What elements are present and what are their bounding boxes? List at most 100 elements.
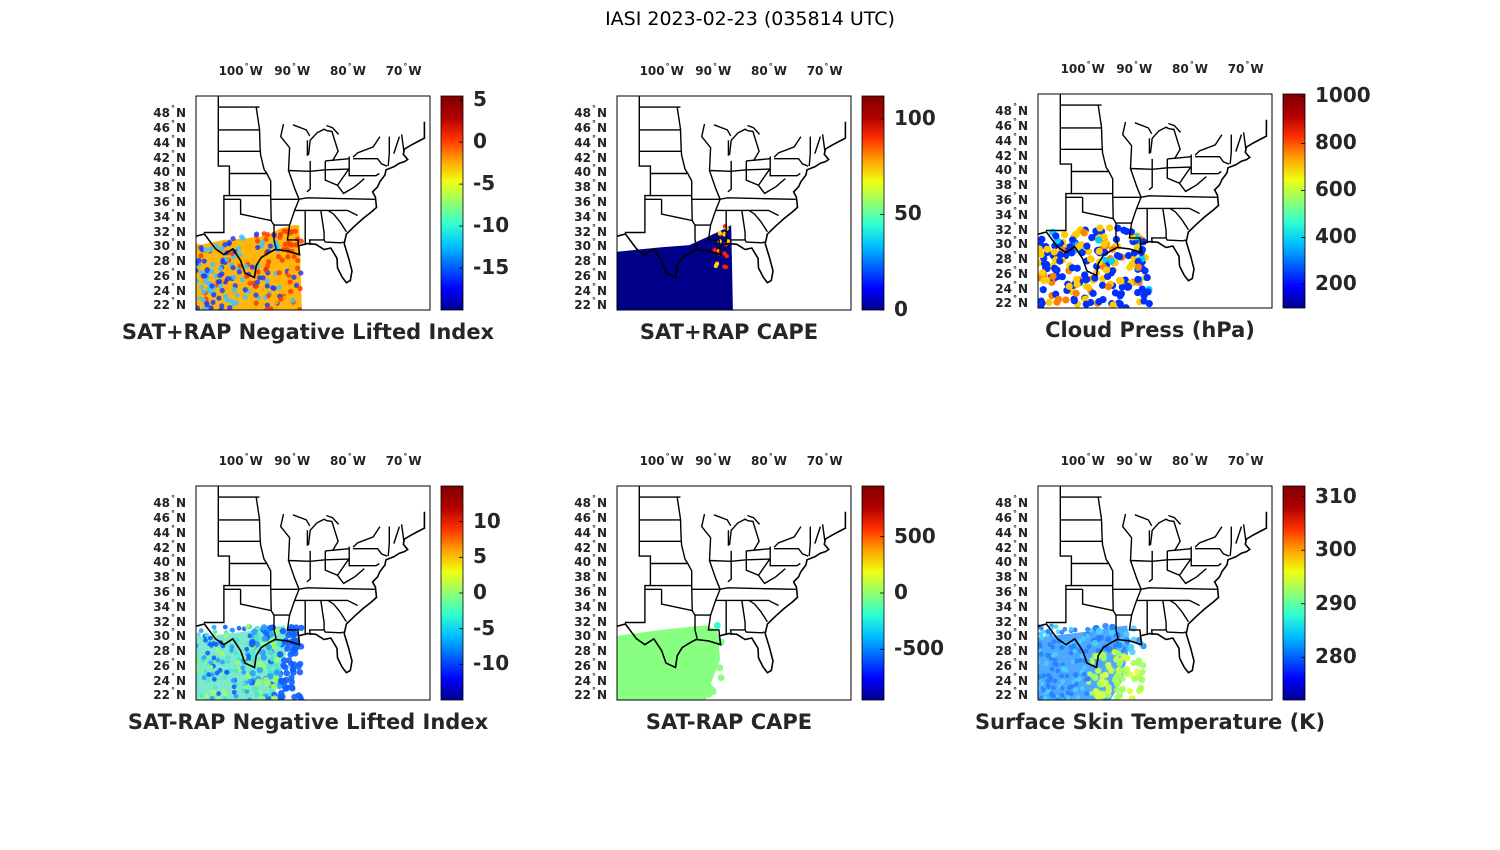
coastline [1038, 511, 1268, 674]
retrieval-point [232, 283, 238, 289]
state-border [748, 599, 768, 623]
retrieval-point [1138, 285, 1146, 293]
retrieval-point [217, 278, 223, 285]
retrieval-point [1100, 233, 1108, 241]
panel-title: Cloud Press (hPa) [1045, 318, 1255, 342]
colorbar-tick-label: 200 [1315, 271, 1357, 296]
longitude-label: 90°W [274, 62, 311, 78]
latitude-label: 22°N [995, 686, 1028, 703]
state-border [1097, 104, 1119, 247]
state-border [1166, 550, 1192, 577]
state-border [239, 589, 272, 612]
retrieval-point [211, 676, 217, 682]
retrieval-point [261, 231, 267, 237]
retrieval-point [1062, 296, 1070, 304]
retrieval-point [1081, 671, 1087, 677]
retrieval-point [288, 660, 295, 668]
retrieval-point [205, 650, 211, 656]
retrieval-point [1105, 687, 1112, 695]
retrieval-point [1138, 676, 1146, 683]
latitude-label: 28°N [574, 252, 607, 269]
retrieval-point [279, 627, 287, 635]
retrieval-point [205, 677, 211, 682]
retrieval-point [1086, 255, 1095, 263]
latitude-label: 36°N [574, 193, 607, 209]
retrieval-point [256, 660, 264, 668]
retrieval-point [1047, 642, 1053, 647]
state-border [747, 514, 761, 525]
colorbar-tick-label: -10 [473, 213, 510, 238]
state-border [1169, 599, 1189, 623]
state-border [324, 550, 350, 577]
colorbar-tick-label: -5 [473, 615, 496, 640]
state-border [774, 547, 809, 557]
retrieval-point [283, 669, 291, 677]
state-border [821, 524, 826, 541]
retrieval-point [1038, 625, 1044, 631]
retrieval-point [1088, 672, 1094, 678]
retrieval-point [222, 695, 228, 700]
longitude-label: 70°W [1227, 452, 1264, 468]
retrieval-point [1091, 639, 1099, 647]
retrieval-point [1073, 264, 1081, 272]
retrieval-point [203, 693, 209, 699]
latitude-label: 48°N [574, 104, 607, 121]
state-border [745, 160, 771, 187]
retrieval-point [249, 257, 255, 264]
retrieval-point [229, 627, 235, 633]
retrieval-point [249, 670, 256, 677]
latitude-label: 26°N [153, 266, 186, 283]
latitude-label: 28°N [574, 642, 607, 659]
retrieval-point [264, 302, 270, 308]
state-border [1134, 514, 1153, 527]
retrieval-point [255, 678, 262, 686]
latitude-label: 36°N [153, 193, 186, 209]
retrieval-point [265, 663, 273, 670]
latitude-label: 26°N [153, 656, 186, 673]
retrieval-point [1119, 686, 1126, 693]
retrieval-point [1072, 627, 1078, 633]
retrieval-point [268, 306, 274, 310]
state-border [1081, 589, 1114, 612]
retrieval-point [723, 264, 729, 270]
retrieval-point [1098, 281, 1107, 289]
retrieval-point [1126, 263, 1134, 271]
retrieval-point [246, 242, 253, 248]
retrieval-point [297, 306, 303, 310]
retrieval-point [1091, 274, 1099, 282]
retrieval-point [1055, 295, 1063, 303]
retrieval-point [1115, 650, 1122, 657]
retrieval-point [233, 300, 239, 306]
retrieval-point [1045, 298, 1053, 307]
retrieval-point [254, 279, 260, 285]
state-border [676, 496, 698, 639]
retrieval-point [1130, 625, 1137, 632]
retrieval-point [212, 689, 217, 695]
state-border [691, 587, 796, 591]
retrieval-point [1072, 275, 1081, 284]
state-border [708, 558, 771, 563]
state-border [748, 209, 768, 233]
retrieval-point [1039, 635, 1045, 640]
retrieval-point [1056, 257, 1064, 265]
retrieval-point [260, 654, 268, 661]
retrieval-point [1042, 695, 1048, 700]
retrieval-point [1042, 260, 1051, 269]
retrieval-point [224, 297, 230, 303]
coastline [617, 511, 847, 674]
retrieval-point [1112, 674, 1120, 681]
retrieval-point [203, 247, 209, 253]
latitude-label: 48°N [995, 494, 1028, 511]
retrieval-point [289, 264, 295, 270]
state-border [1112, 587, 1217, 591]
retrieval-point [1062, 626, 1068, 632]
latitude-label: 34°N [995, 205, 1028, 222]
longitude-label: 90°W [1116, 452, 1153, 468]
state-border [700, 123, 721, 226]
longitude-label: 80°W [1172, 452, 1208, 468]
map-area [1038, 486, 1272, 700]
retrieval-point [219, 303, 225, 309]
retrieval-point [1065, 695, 1071, 700]
retrieval-point [222, 242, 228, 248]
retrieval-point [725, 239, 731, 244]
